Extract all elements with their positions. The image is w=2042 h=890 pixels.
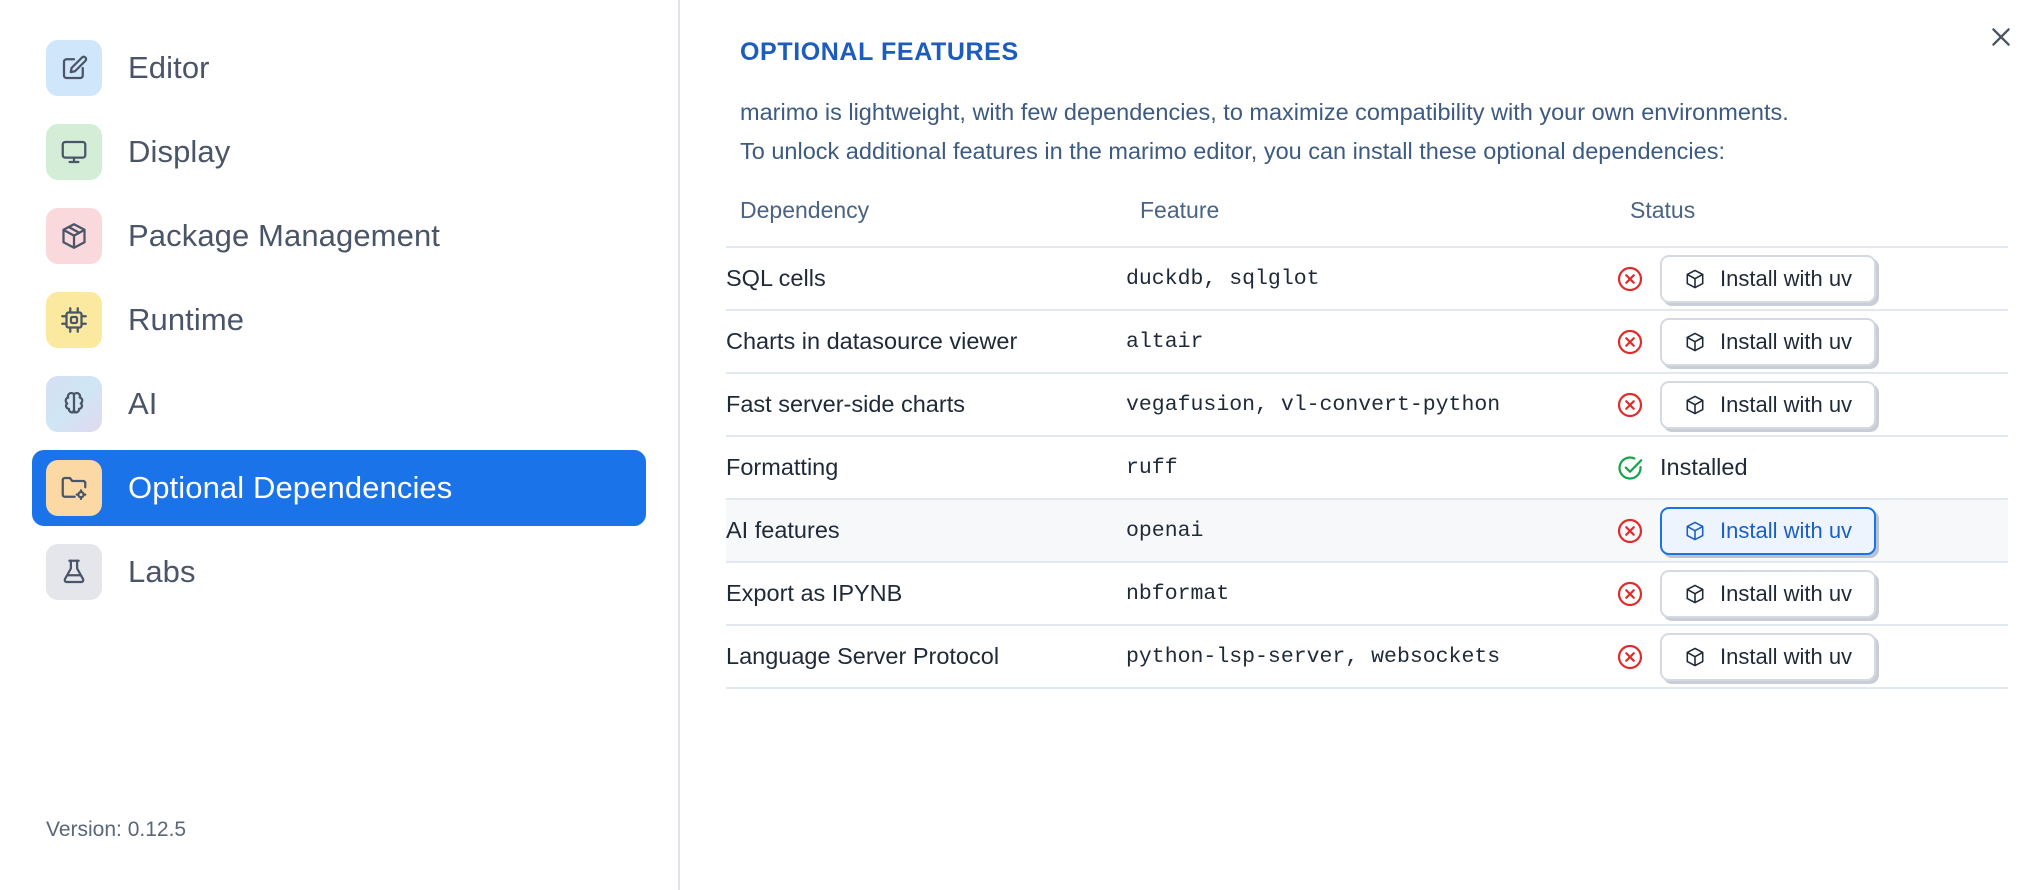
status-group: Installed [1616,454,2008,482]
package-icon [1684,394,1706,416]
sidebar-item-editor[interactable]: Editor [32,30,646,106]
install-with-uv-button[interactable]: Install with uv [1660,254,1877,303]
sidebar-item-labs[interactable]: Labs [32,534,646,610]
install-button-label: Install with uv [1720,517,1853,543]
close-icon[interactable] [1978,14,2024,60]
dependencies-table: Dependency Feature Status SQL cells duckd… [726,197,2008,689]
cell-dependency: Language Server Protocol [726,625,1126,689]
pen-square-icon [46,40,102,96]
table-row: AI features openai Install with uv [726,499,2008,563]
monitor-icon [46,124,102,180]
circle-x-icon [1616,391,1644,419]
page-title: OPTIONAL FEATURES [740,38,1019,66]
circle-x-icon [1616,328,1644,356]
sidebar-item-label: Package Management [128,218,440,253]
cell-feature: altair [1126,310,1616,374]
sidebar-nav-list: Editor Display Package Management Runtim… [0,30,678,610]
cell-status: Install with uv [1616,625,2008,689]
install-button-label: Install with uv [1720,580,1853,606]
table-row: Charts in datasource viewer altair Instal… [726,310,2008,374]
status-badge: Installed [1660,454,1748,480]
cell-status: Install with uv [1616,562,2008,626]
cell-dependency: Export as IPYNB [726,562,1126,626]
sidebar-item-label: AI [128,386,158,421]
package-icon [1684,331,1706,353]
flask-icon [46,544,102,600]
cell-feature: duckdb, sqlglot [1126,247,1616,311]
table-header-row: Dependency Feature Status [726,197,2008,248]
cell-feature: ruff [1126,436,1616,500]
status-group: Install with uv [1616,380,2008,429]
install-with-uv-button[interactable]: Install with uv [1660,569,1877,618]
cell-status: Install with uv [1616,247,2008,311]
sidebar-item-optional-dependencies[interactable]: Optional Dependencies [32,450,646,526]
cell-dependency: AI features [726,499,1126,563]
table-header: Dependency Feature Status [726,197,2008,248]
panel-description: marimo is lightweight, with few dependen… [726,93,1996,171]
status-group: Install with uv [1616,506,2008,555]
package-icon [46,208,102,264]
sidebar-item-label: Optional Dependencies [128,470,453,505]
install-with-uv-button[interactable]: Install with uv [1660,506,1877,555]
sidebar-item-package-management[interactable]: Package Management [32,198,646,274]
install-button-label: Install with uv [1720,643,1853,669]
install-button-label: Install with uv [1720,265,1853,291]
sidebar-item-label: Labs [128,554,196,589]
sidebar-item-label: Display [128,134,231,169]
folder-cog-icon [46,460,102,516]
install-with-uv-button[interactable]: Install with uv [1660,632,1877,681]
cell-feature: python-lsp-server, websockets [1126,625,1616,689]
description-line: To unlock additional features in the mar… [740,138,1726,164]
column-header-dependency: Dependency [726,197,1126,248]
table-row: Formatting ruff Installed [726,436,2008,500]
settings-sidebar: Editor Display Package Management Runtim… [0,0,680,890]
circle-x-icon [1616,643,1644,671]
install-with-uv-button[interactable]: Install with uv [1660,317,1877,366]
description-line: marimo is lightweight, with few dependen… [740,99,1789,125]
cell-dependency: Formatting [726,436,1126,500]
cell-dependency: SQL cells [726,247,1126,311]
table-row: Fast server-side charts vegafusion, vl-co… [726,373,2008,437]
brain-icon [46,376,102,432]
status-group: Install with uv [1616,569,2008,618]
column-header-status: Status [1616,197,2008,248]
package-icon [1684,583,1706,605]
table-row: Language Server Protocol python-lsp-serve… [726,625,2008,689]
cell-status: Install with uv [1616,373,2008,437]
sidebar-item-display[interactable]: Display [32,114,646,190]
sidebar-item-label: Runtime [128,302,245,337]
cell-status: Install with uv [1616,310,2008,374]
circle-x-icon [1616,265,1644,293]
status-group: Install with uv [1616,317,2008,366]
sidebar-item-runtime[interactable]: Runtime [32,282,646,358]
package-icon [1684,268,1706,290]
package-icon [1684,520,1706,542]
circle-check-icon [1616,454,1644,482]
cell-status: Installed [1616,436,2008,500]
cell-dependency: Fast server-side charts [726,373,1126,437]
status-group: Install with uv [1616,254,2008,303]
circle-x-icon [1616,580,1644,608]
table-body: SQL cells duckdb, sqlglot Install with uv… [726,247,2008,689]
sidebar-item-ai[interactable]: AI [32,366,646,442]
cell-feature: vegafusion, vl-convert-python [1126,373,1616,437]
package-icon [1684,646,1706,668]
install-button-label: Install with uv [1720,328,1853,354]
cpu-icon [46,292,102,348]
cell-feature: openai [1126,499,1616,563]
table-row: SQL cells duckdb, sqlglot Install with uv [726,247,2008,311]
install-button-label: Install with uv [1720,391,1853,417]
version-label: Version: 0.12.5 [46,818,187,841]
cell-feature: nbformat [1126,562,1616,626]
circle-x-icon [1616,517,1644,545]
cell-dependency: Charts in datasource viewer [726,310,1126,374]
column-header-feature: Feature [1126,197,1616,248]
table-row: Export as IPYNB nbformat Install with uv [726,562,2008,626]
sidebar-item-label: Editor [128,50,210,85]
cell-status: Install with uv [1616,499,2008,563]
optional-features-panel: OPTIONAL FEATURES marimo is lightweight,… [680,0,2042,890]
install-with-uv-button[interactable]: Install with uv [1660,380,1877,429]
status-group: Install with uv [1616,632,2008,681]
